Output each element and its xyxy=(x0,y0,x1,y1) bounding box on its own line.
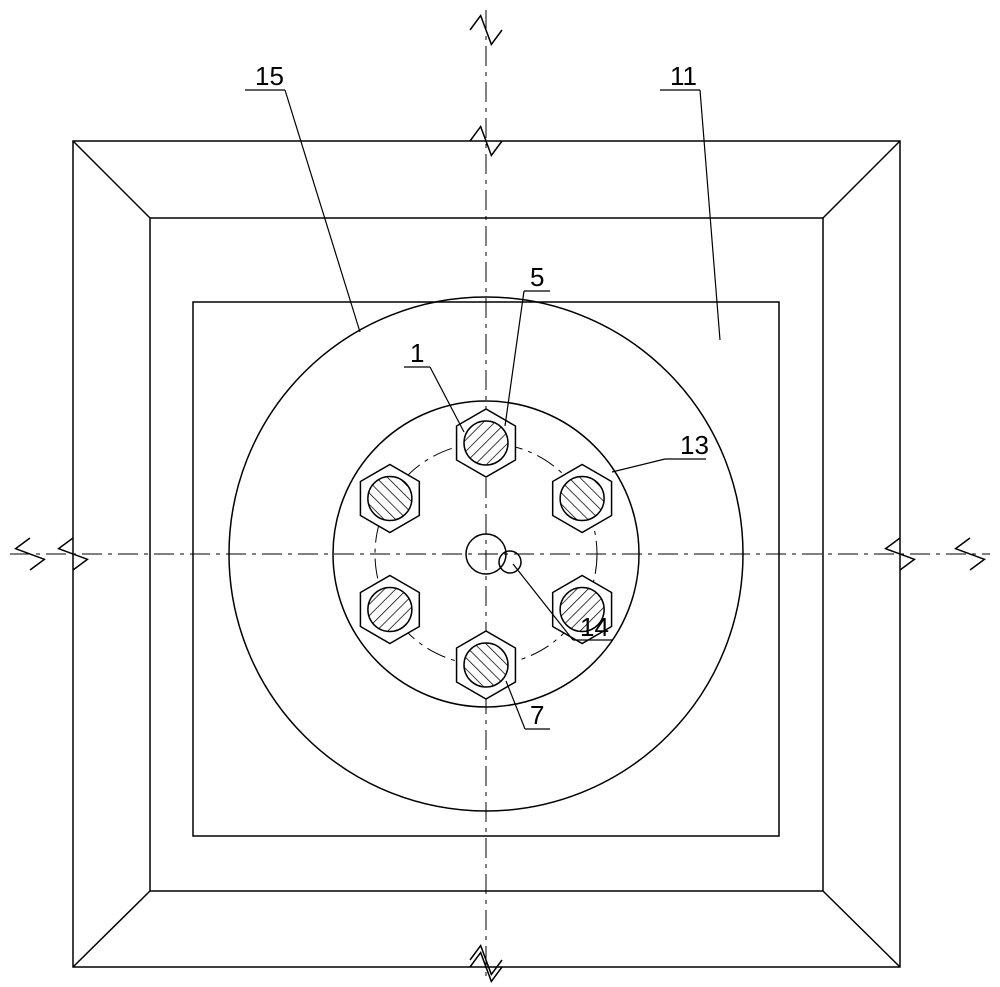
callout-leader xyxy=(285,90,360,332)
bolt xyxy=(553,465,612,533)
bolt xyxy=(457,631,516,699)
callout-leader xyxy=(612,459,665,472)
callout-label-14: 14 xyxy=(580,612,609,643)
callout-leader xyxy=(430,367,464,432)
engineering-diagram xyxy=(0,0,1000,987)
callout-label-11: 11 xyxy=(670,61,697,92)
callout-label-7: 7 xyxy=(530,700,544,731)
callout-label-1: 1 xyxy=(410,338,424,369)
bolt xyxy=(360,576,419,644)
bolt xyxy=(360,465,419,533)
callout-label-15: 15 xyxy=(255,61,284,92)
callout-label-13: 13 xyxy=(680,430,709,461)
callout-label-5: 5 xyxy=(530,262,544,293)
bolt xyxy=(457,409,516,477)
